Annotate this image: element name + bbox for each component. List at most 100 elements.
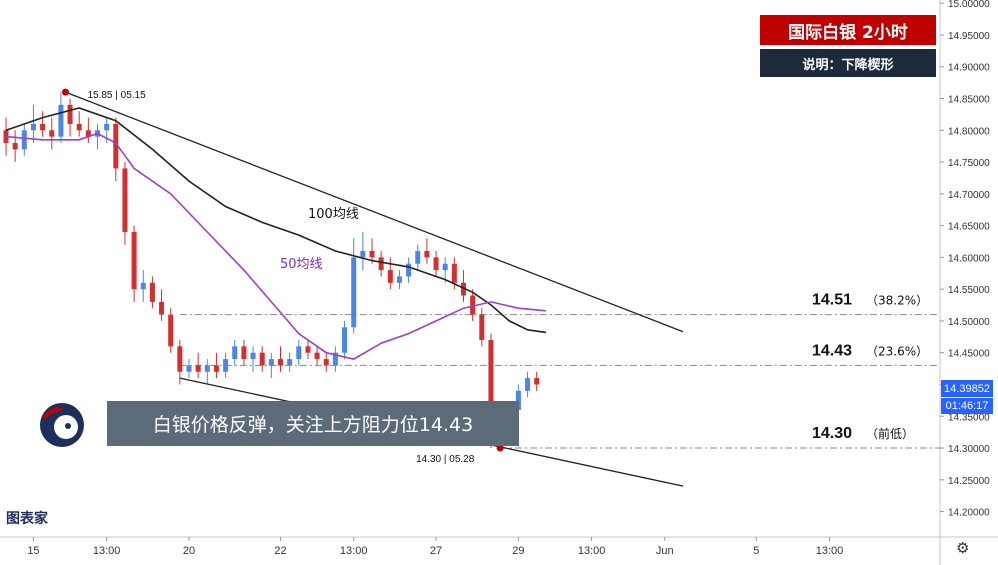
y-tick-label: 14.50000 — [948, 317, 990, 328]
x-tick-label: 29 — [512, 545, 524, 557]
candle-body — [360, 251, 366, 258]
candle-body — [534, 378, 540, 385]
candle-body — [241, 346, 247, 360]
candle-body — [140, 282, 146, 290]
candle-body — [85, 130, 91, 137]
countdown-tag: 01:46:17 — [941, 398, 993, 414]
candle-body — [76, 123, 82, 131]
candle-body — [122, 168, 128, 232]
y-tick-label: 14.20000 — [948, 508, 990, 519]
candle-body — [30, 123, 36, 131]
x-tick-label: 27 — [430, 545, 442, 557]
candle-body — [369, 251, 375, 258]
candle-body — [305, 346, 311, 353]
time-axis[interactable]: 15 13:00 20 22 13:00 27 29 13:00 Jun 5 13:00 — [27, 537, 843, 557]
candle-body — [396, 276, 402, 283]
candle-body — [21, 130, 27, 150]
level-label: 14.43 — [812, 342, 852, 359]
y-tick-label: 14.25000 — [948, 476, 990, 487]
candle-body — [406, 263, 412, 277]
x-tick-label: 13:00 — [93, 545, 121, 557]
level-label: 14.51 — [812, 292, 852, 309]
candle-body — [342, 327, 348, 353]
candle-body — [351, 257, 357, 328]
x-tick-label: 15 — [27, 545, 39, 557]
y-tick-label: 14.85000 — [948, 95, 990, 106]
chart-title: 国际白银 2小时 — [760, 15, 936, 45]
candle-body — [525, 378, 531, 391]
candle-body — [213, 365, 219, 372]
candle-body — [424, 251, 430, 258]
candle-body — [433, 257, 439, 271]
candle-body — [195, 365, 201, 372]
candle-body — [67, 104, 73, 124]
y-tick-label: 14.90000 — [948, 63, 990, 74]
candle-body — [479, 314, 485, 340]
candle-body — [268, 359, 274, 366]
annotations: 15.85 | 05.15 14.30 | 05.28 — [61, 88, 504, 465]
ma100-label: 100均线 — [308, 207, 359, 222]
candle-body — [204, 365, 210, 372]
y-tick-label: 15.00000 — [948, 0, 990, 10]
candle-body — [287, 359, 293, 366]
candle-body — [323, 359, 329, 366]
trendline-upper — [65, 91, 684, 333]
swing-high-marker — [61, 88, 69, 96]
candle-body — [250, 352, 256, 360]
swing-low-label: 14.30 | 05.28 — [416, 454, 475, 465]
chart-subtitle: 说明：下降楔形 — [760, 49, 936, 77]
fibonacci-levels: 14.51 （38.2%） 14.43 （23.6%） 14.30 （前低） — [179, 292, 940, 449]
candle-body — [442, 263, 448, 271]
y-tick-label: 14.55000 — [948, 285, 990, 296]
candle-body — [296, 346, 302, 360]
x-tick-label: 20 — [183, 545, 195, 557]
candle-body — [104, 123, 110, 131]
candle-body — [113, 123, 119, 169]
candle-body — [259, 352, 265, 366]
price-axis[interactable]: 15.00000 14.95000 14.90000 14.85000 14.80000… — [940, 0, 990, 519]
commentary-banner: 白银价格反弹，关注上方阻力位14.43 — [107, 401, 519, 446]
candle-body — [278, 359, 283, 366]
level-note: （23.6%） — [866, 344, 928, 358]
y-tick-label: 14.80000 — [948, 126, 990, 137]
candle-body — [470, 295, 476, 315]
y-tick-label: 14.30000 — [948, 444, 990, 455]
candle-body — [168, 314, 174, 347]
candle-body — [451, 263, 457, 283]
level-note: （前低） — [866, 426, 914, 441]
x-tick-label: 13:00 — [816, 545, 844, 557]
x-tick-label: 13:00 — [578, 545, 606, 557]
moving-averages: 100均线 50均线 — [5, 107, 547, 360]
candle-body — [49, 130, 55, 137]
candle-body — [488, 339, 494, 429]
ma-line — [5, 132, 546, 360]
candle-body — [131, 231, 137, 290]
x-tick-label: 5 — [753, 545, 759, 557]
candle-body — [12, 142, 18, 150]
candle-body — [515, 390, 521, 410]
candle-body — [415, 251, 421, 264]
y-tick-label: 14.65000 — [948, 222, 990, 233]
candles — [3, 92, 540, 449]
brand-logo: 图表家 — [6, 511, 48, 527]
candle-body — [378, 257, 384, 271]
avatar-logo-icon — [40, 403, 84, 447]
y-tick-label: 14.95000 — [948, 31, 990, 42]
ma-line — [5, 107, 547, 334]
y-tick-label: 14.35000 — [948, 412, 990, 423]
last-price-tag: 14.39852 — [941, 380, 993, 397]
x-tick-label: 13:00 — [340, 545, 368, 557]
y-tick-label: 14.45000 — [948, 349, 990, 360]
candle-body — [149, 282, 155, 302]
candle-body — [232, 346, 238, 360]
level-note: （38.2%） — [866, 294, 928, 308]
swing-low-marker — [496, 444, 504, 452]
candle-body — [387, 270, 393, 283]
candle-body — [58, 104, 64, 137]
level-label: 14.30 — [812, 425, 852, 442]
settings-gear-icon[interactable]: ⚙ — [956, 539, 970, 557]
candle-body — [461, 282, 466, 296]
swing-high-label: 15.85 | 05.15 — [87, 90, 146, 101]
x-tick-label: Jun — [656, 545, 674, 557]
